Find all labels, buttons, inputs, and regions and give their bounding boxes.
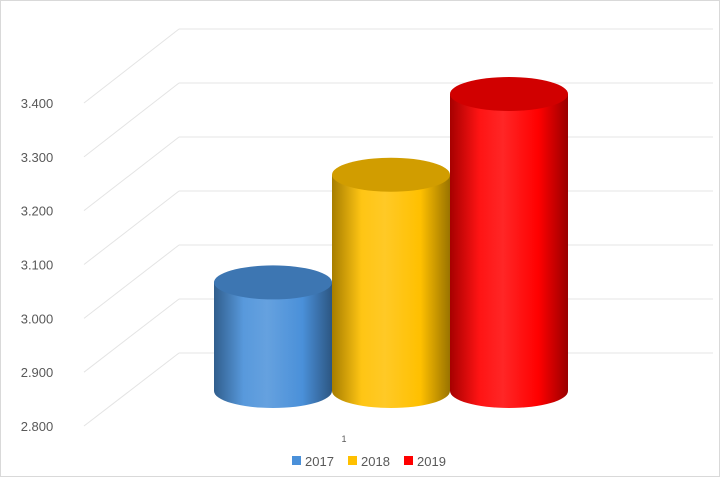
bar-top	[450, 77, 568, 111]
gridline-diagonal	[83, 82, 180, 158]
bar-body	[332, 174, 450, 408]
y-tick-label: 3.300	[21, 150, 54, 165]
gridline-diagonal	[83, 28, 180, 104]
gridline-diagonal	[83, 190, 180, 265]
legend-label-2017: 2017	[305, 454, 334, 469]
legend-label-2019: 2019	[417, 454, 446, 469]
bar-2019	[450, 77, 568, 408]
bars	[214, 77, 568, 408]
bar-2018	[332, 157, 450, 408]
bar-top	[214, 265, 332, 300]
legend-swatch-2018	[348, 456, 357, 465]
bar-body	[450, 94, 568, 408]
legend: 2017 2018 2019	[292, 454, 446, 469]
bar-top	[332, 157, 450, 192]
y-tick-label: 2.800	[21, 419, 54, 434]
x-category-label: 1	[341, 434, 346, 444]
x-axis-category-labels: 1	[341, 434, 346, 444]
bar-2017	[214, 265, 332, 408]
legend-swatch-2017	[292, 456, 301, 465]
y-axis-tick-labels: 2.800 2.900 3.000 3.100 3.200 3.300 3.400	[21, 96, 54, 434]
y-tick-label: 2.900	[21, 365, 54, 380]
gridline-diagonal	[83, 352, 180, 427]
bar-body	[214, 282, 332, 408]
y-tick-label: 3.400	[21, 96, 54, 111]
legend-swatch-2019	[404, 456, 413, 465]
gridline-diagonal	[83, 136, 180, 212]
y-tick-label: 3.000	[21, 311, 54, 326]
y-tick-label: 3.100	[21, 258, 54, 273]
gridline-diagonal	[83, 298, 180, 373]
legend-label-2018: 2018	[361, 454, 390, 469]
gridline-diagonal	[83, 244, 180, 319]
y-tick-label: 3.200	[21, 204, 54, 219]
